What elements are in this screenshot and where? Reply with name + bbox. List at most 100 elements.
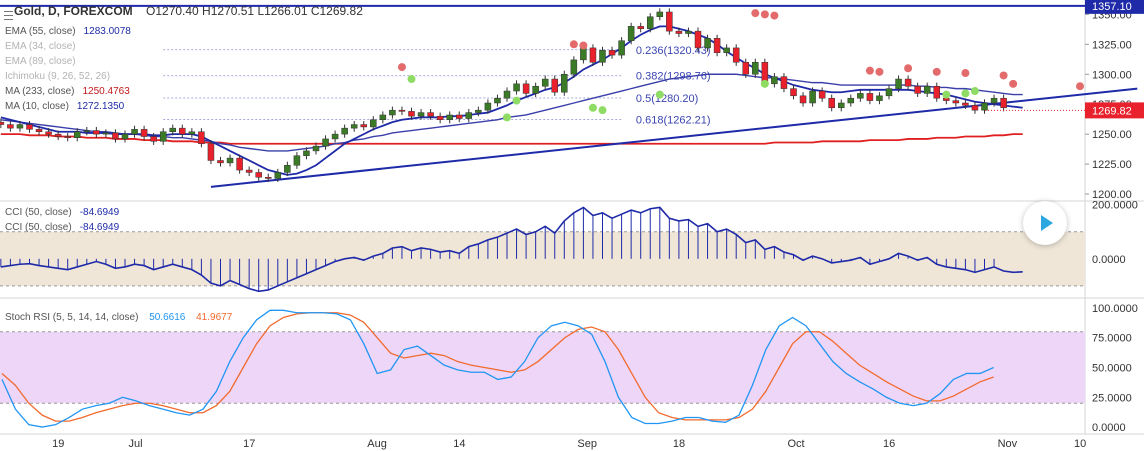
- candle-body: [436, 115, 444, 121]
- resistance-price-tag: [1085, 0, 1144, 14]
- candle-body: [465, 112, 473, 119]
- rsi-tick-label: 100.0000: [1092, 303, 1138, 315]
- signal-dot-green: [655, 90, 664, 99]
- legend-row[interactable]: MA (233, close) 1250.4763: [0, 85, 363, 100]
- candle-body: [350, 124, 358, 129]
- candle-body: [255, 172, 262, 178]
- signal-dot-red: [579, 41, 588, 50]
- candle-body: [379, 114, 387, 121]
- candle-body: [589, 47, 597, 63]
- candle-body: [150, 136, 157, 142]
- time-tick-label: 17: [243, 438, 255, 450]
- candle-body: [427, 112, 434, 117]
- candle-body: [971, 105, 979, 111]
- symbol-title[interactable]: Gold, D, FOREXCOM: [14, 4, 133, 18]
- candle-body: [637, 26, 644, 29]
- signal-dot-green: [512, 96, 521, 105]
- legend-value: 1250.4763: [82, 86, 130, 97]
- legend-row[interactable]: MA (10, close) 1272.1350: [0, 100, 363, 115]
- signal-dot-red: [397, 63, 406, 72]
- candle-body: [647, 16, 654, 29]
- legend-label: EMA (89, close): [5, 56, 76, 67]
- candle-body: [904, 78, 912, 87]
- candle-body: [169, 127, 176, 132]
- candle-body: [522, 83, 530, 94]
- candle-body: [694, 30, 702, 49]
- cci-tick-label: 200.0000: [1092, 200, 1138, 212]
- play-icon: [1041, 215, 1053, 231]
- candle-body: [732, 47, 740, 63]
- legend-row[interactable]: EMA (55, close) 1283.0078: [0, 25, 363, 40]
- signal-dot-red: [569, 40, 578, 49]
- signal-dot-green: [760, 79, 769, 88]
- last-price-tag: [1085, 102, 1144, 119]
- time-tick-label: 14: [453, 438, 465, 450]
- rsi-tick-label: 75.0000: [1092, 333, 1132, 345]
- candle-body: [131, 129, 138, 135]
- candle-body: [236, 157, 243, 171]
- candle-body: [713, 38, 721, 53]
- cci-legend-row[interactable]: CCI (50, close) -84.6949: [0, 206, 119, 221]
- ema55-line: [0, 73, 1023, 152]
- signal-dot-green: [588, 103, 597, 112]
- candle-body: [45, 131, 52, 135]
- play-button[interactable]: [1023, 201, 1067, 245]
- cci-legend-row[interactable]: CCI (50, close) -84.6949: [0, 221, 119, 236]
- ma233-line: [0, 133, 1023, 145]
- candle-body: [914, 85, 921, 94]
- legend-label: EMA (55, close): [5, 26, 76, 37]
- candle-body: [857, 93, 864, 99]
- candle-body: [370, 119, 377, 128]
- stoch-rsi-legend: Stoch RSI (5, 5, 14, 14, close) 50.6616 …: [0, 311, 232, 326]
- fib-level-label: 0.5(1280.20): [636, 93, 698, 105]
- candle-body: [179, 127, 186, 135]
- signal-dot-red: [999, 71, 1008, 80]
- candle-body: [64, 136, 71, 138]
- price-tick-label: 1250.00: [1092, 129, 1132, 141]
- candle-body: [226, 157, 234, 164]
- signal-dot-red: [875, 67, 884, 76]
- stoch-d-line: [1, 312, 994, 422]
- legend-label: EMA (34, close): [5, 41, 76, 52]
- signal-dot-red: [770, 11, 779, 20]
- candle-body: [704, 38, 711, 49]
- fib-level-label: 0.382(1298.76): [636, 71, 711, 83]
- signal-dot-red: [961, 69, 970, 78]
- rsi-tick-label: 25.0000: [1092, 392, 1132, 404]
- candle-body: [990, 97, 998, 104]
- candle-body: [666, 11, 673, 32]
- legend-value: 1272.1350: [76, 101, 125, 112]
- candle-body: [284, 165, 291, 173]
- menu-icon[interactable]: [4, 11, 13, 20]
- candle-body: [818, 90, 826, 99]
- signal-dot-red: [760, 10, 769, 19]
- candle-body: [360, 124, 367, 128]
- stoch-k-value: 50.6616: [149, 312, 186, 323]
- time-tick-label: Sep: [577, 438, 597, 450]
- ohlc-values: O1270.40 H1270.51 L1266.01 C1269.82: [146, 4, 363, 18]
- signal-dot-red: [932, 67, 941, 76]
- legend-row[interactable]: EMA (89, close): [0, 55, 363, 70]
- candle-body: [140, 129, 148, 137]
- candle-body: [265, 176, 272, 179]
- rsi-tick-label: 50.0000: [1092, 363, 1132, 375]
- candle-body: [685, 30, 692, 34]
- candle-body: [83, 130, 91, 132]
- legend-row[interactable]: Ichimoku (9, 26, 52, 26): [0, 70, 363, 85]
- candle-body: [93, 130, 100, 135]
- legend-row[interactable]: EMA (34, close): [0, 40, 363, 55]
- candle-body: [876, 95, 883, 101]
- candle-body: [627, 26, 635, 41]
- candle-body: [503, 90, 511, 99]
- candle-body: [35, 129, 43, 132]
- candle-body: [446, 114, 453, 121]
- candle-body: [7, 124, 14, 129]
- candle-body: [981, 102, 988, 111]
- legend-value: 1283.0078: [83, 26, 131, 37]
- candle-body: [541, 78, 549, 87]
- candle-body: [112, 132, 119, 140]
- signal-dot-red: [865, 66, 874, 75]
- signal-dot-green: [961, 89, 970, 98]
- candle-body: [408, 111, 415, 117]
